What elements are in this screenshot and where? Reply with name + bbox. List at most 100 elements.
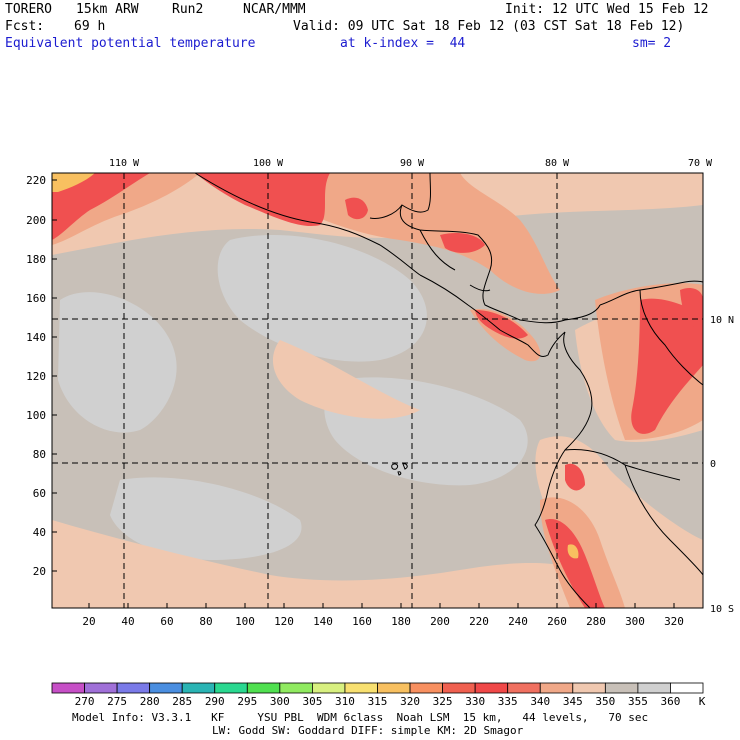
coast-south-america-pacific bbox=[534, 331, 593, 608]
field-gray-west bbox=[58, 292, 177, 433]
y-index-labels: 220 200 180 160 140 120 100 80 60 40 20 bbox=[26, 174, 46, 578]
y-tick: 180 bbox=[26, 253, 46, 266]
frame-ticks bbox=[52, 179, 675, 608]
y-tick: 100 bbox=[26, 409, 46, 422]
colorbar-label: 320 bbox=[400, 695, 420, 708]
colorbar-label: 350 bbox=[595, 695, 615, 708]
y-tick: 20 bbox=[33, 565, 46, 578]
lon-label-110w: 110 W bbox=[109, 158, 140, 169]
colorbar-label: 335 bbox=[498, 695, 518, 708]
field-red-peru bbox=[545, 519, 605, 608]
field-orange-nw bbox=[52, 173, 95, 192]
lon-label-70w: 70 W bbox=[688, 158, 713, 169]
colorbar-swatch bbox=[311, 682, 346, 694]
border-peru-brazil bbox=[624, 464, 703, 576]
colorbar-swatch bbox=[181, 682, 216, 694]
colorbar-swatch bbox=[214, 682, 248, 694]
y-tick: 220 bbox=[26, 174, 46, 187]
colorbar-label: 315 bbox=[368, 695, 388, 708]
colorbar-label: 360 bbox=[661, 695, 681, 708]
y-tick: 160 bbox=[26, 292, 46, 305]
colorbar-swatch bbox=[539, 682, 574, 694]
smoothing-info: sm= 2 bbox=[632, 36, 672, 51]
colorbar-swatch bbox=[442, 682, 476, 694]
lat-label-10s: 10 S bbox=[710, 604, 734, 615]
colorbar-swatch bbox=[409, 682, 443, 694]
colorbar-label: 325 bbox=[433, 695, 453, 708]
colorbar-swatch bbox=[344, 682, 378, 694]
border-colombia-ecuador bbox=[564, 449, 681, 481]
field-red-mexico bbox=[195, 173, 330, 226]
field-red-venezuela bbox=[680, 288, 703, 330]
galapagos-islands bbox=[391, 463, 408, 476]
lon-label-90w: 90 W bbox=[400, 158, 425, 169]
x-tick: 20 bbox=[82, 615, 95, 628]
x-tick: 260 bbox=[547, 615, 567, 628]
field-red-colombia bbox=[631, 298, 703, 434]
lon-labels: 110 W 100 W 90 W 80 W 70 W bbox=[109, 158, 713, 169]
level-info: at k-index = 44 bbox=[340, 36, 466, 51]
colorbar-swatch bbox=[246, 682, 281, 694]
colorbar-label: 300 bbox=[270, 695, 290, 708]
x-index-labels: 20 40 60 80 100 120 140 160 180 200 220 … bbox=[82, 615, 684, 628]
field-red-nw bbox=[52, 173, 150, 240]
map-frame bbox=[51, 172, 704, 609]
y-tick: 80 bbox=[33, 448, 46, 461]
field-gray-center bbox=[217, 234, 427, 362]
x-tick: 120 bbox=[274, 615, 294, 628]
x-tick: 60 bbox=[160, 615, 173, 628]
border-honduras bbox=[419, 229, 456, 271]
x-tick: 220 bbox=[469, 615, 489, 628]
coast-mexico bbox=[194, 173, 421, 276]
model-org: NCAR/MMM bbox=[243, 2, 306, 17]
colorbar-swatch bbox=[604, 682, 639, 694]
colorbar-label: 275 bbox=[107, 695, 127, 708]
x-tick: 140 bbox=[313, 615, 333, 628]
field-red-honduras bbox=[440, 233, 485, 253]
theta-e-field bbox=[52, 173, 703, 608]
colorbar-swatch bbox=[572, 682, 606, 694]
coast-central-america-caribbean bbox=[399, 173, 601, 324]
colorbar-swatch bbox=[670, 682, 704, 694]
y-tick: 200 bbox=[26, 214, 46, 227]
field-salmon-band-south bbox=[52, 520, 703, 608]
model-resolution: 15km ARW bbox=[76, 2, 139, 17]
lon-label-80w: 80 W bbox=[545, 158, 570, 169]
border-nicaragua bbox=[469, 284, 491, 292]
colorbar-label: 330 bbox=[465, 695, 485, 708]
field-red-ecuador bbox=[565, 463, 585, 491]
lat-labels: 10 N 0 10 S bbox=[710, 315, 734, 615]
model-name: TORERO bbox=[5, 2, 52, 17]
x-tick: 80 bbox=[199, 615, 212, 628]
lat-lon-grid bbox=[52, 173, 703, 608]
forecast-hour: 69 h bbox=[74, 19, 106, 34]
field-orange-peru bbox=[567, 544, 579, 559]
forecast-label: Fcst: bbox=[5, 19, 45, 34]
colorbar-unit: K bbox=[699, 695, 706, 708]
colorbar-label: 305 bbox=[302, 695, 322, 708]
x-tick: 240 bbox=[508, 615, 528, 628]
colorbar-label: 280 bbox=[140, 695, 160, 708]
colorbar-label: 270 bbox=[75, 695, 95, 708]
y-tick: 60 bbox=[33, 487, 46, 500]
coast-south-america-north bbox=[599, 280, 703, 306]
colorbar-label: 340 bbox=[530, 695, 550, 708]
model-info-line: Model Info: V3.3.1 KF YSU PBL WDM 6class… bbox=[72, 711, 649, 724]
lat-label-10n: 10 N bbox=[710, 315, 734, 326]
colorbar-label: 345 bbox=[563, 695, 583, 708]
y-tick: 120 bbox=[26, 370, 46, 383]
lon-label-100w: 100 W bbox=[253, 158, 284, 169]
coast-central-america-pacific bbox=[419, 274, 566, 358]
x-tick: 320 bbox=[664, 615, 684, 628]
field-red-guatemala bbox=[345, 197, 368, 220]
y-tick: 40 bbox=[33, 526, 46, 539]
field-salmon-band-mid bbox=[272, 340, 420, 419]
lat-label-equator: 0 bbox=[710, 459, 716, 470]
valid-time: Valid: 09 UTC Sat 18 Feb 12 (03 CST Sat … bbox=[293, 19, 685, 34]
y-tick: 140 bbox=[26, 331, 46, 344]
x-tick: 300 bbox=[625, 615, 645, 628]
colorbar-swatch bbox=[51, 682, 85, 694]
border-colombia-venezuela bbox=[639, 289, 703, 386]
field-name: Equivalent potential temperature bbox=[5, 36, 256, 51]
